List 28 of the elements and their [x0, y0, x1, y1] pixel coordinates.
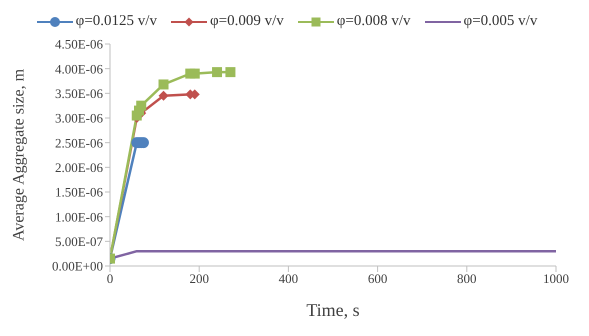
x-tick-label: 800 [457, 271, 477, 286]
y-tick-label: 0.00E+00 [52, 258, 103, 274]
x-tick-label: 400 [278, 271, 298, 286]
point [190, 68, 200, 79]
y-tick-label: 4.00E-06 [54, 61, 104, 76]
point [136, 100, 146, 111]
x-tick-label: 200 [189, 271, 209, 286]
y-tick-label: 2.50E-06 [54, 135, 104, 150]
y-tick-label: 4.50E-06 [54, 36, 104, 52]
point [158, 79, 169, 90]
x-axis-title: Time, s [306, 300, 360, 320]
y-tick-label: 2.00E-06 [54, 160, 104, 175]
y-tick-label: 1.50E-06 [54, 184, 104, 200]
legend-label: φ=0.009 v/v [210, 13, 284, 30]
y-tick-label: 1.00E-06 [54, 209, 104, 224]
x-tick-label: 0 [106, 271, 114, 286]
point [225, 67, 236, 78]
y-tick-label: 3.50E-06 [54, 86, 104, 101]
y-axis-title: Average Aggregate size, m [10, 68, 28, 242]
x-tick-label: 1000 [543, 271, 569, 286]
y-tick-label: 3.00E-06 [54, 110, 104, 126]
point [212, 67, 222, 78]
y-tick-label: 5.00E-07 [54, 234, 104, 249]
legend-label: φ=0.0125 v/v [76, 13, 157, 30]
point [158, 90, 169, 101]
legend-label: φ=0.005 v/v [464, 13, 538, 30]
x-tick-label: 600 [368, 271, 388, 286]
legend-label: φ=0.008 v/v [336, 13, 411, 30]
